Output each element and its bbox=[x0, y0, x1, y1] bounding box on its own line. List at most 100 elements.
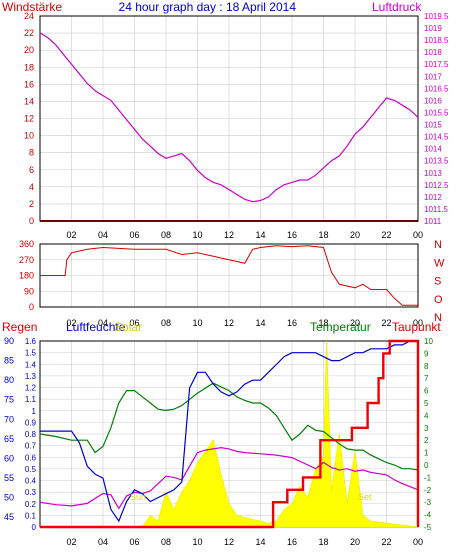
x-tick-label: 12 bbox=[224, 318, 234, 328]
temperature-tick-label: 1 bbox=[424, 449, 429, 458]
x-tick-label: 02 bbox=[66, 537, 76, 547]
x-tick-label: 22 bbox=[381, 537, 391, 547]
pressure-line bbox=[39, 32, 419, 203]
temperature-tick-label: 7 bbox=[424, 374, 429, 383]
humidity-tick-label: 1.6 bbox=[25, 337, 37, 346]
wind-speed-tick-label: 6 bbox=[29, 165, 34, 175]
temperature-tick-label: 6 bbox=[424, 387, 429, 396]
temperature-tick-label: -1 bbox=[424, 473, 432, 482]
compass-tick-label: O bbox=[434, 294, 443, 306]
x-tick-label: 16 bbox=[287, 537, 297, 547]
pressure-tick-label: 1017 bbox=[424, 72, 442, 81]
wind-speed-tick-label: 2 bbox=[29, 199, 34, 209]
x-tick-label: 04 bbox=[98, 230, 108, 240]
taupunkt-label: Taupunkt bbox=[392, 320, 441, 334]
humidity-tick-label: 0.5 bbox=[25, 465, 37, 474]
humidity-tick-label: 0.3 bbox=[25, 488, 37, 497]
humidity-tick-label: 0 bbox=[32, 523, 37, 532]
pressure-tick-label: 1016.5 bbox=[424, 84, 449, 93]
pressure-tick-label: 1018.5 bbox=[424, 36, 449, 45]
pressure-tick-label: 1019 bbox=[424, 24, 442, 33]
regen-tick-label: 65 bbox=[4, 434, 14, 444]
pressure-tick-label: 1011 bbox=[424, 217, 442, 226]
x-tick-label: 12 bbox=[224, 537, 234, 547]
x-tick-label: 12 bbox=[224, 230, 234, 240]
humidity-tick-label: 0.6 bbox=[25, 453, 37, 462]
humidity-line bbox=[40, 340, 418, 523]
temperature-tick-label: -5 bbox=[424, 523, 432, 532]
temperature-tick-label: 2 bbox=[424, 436, 429, 445]
pressure-tick-label: 1014.5 bbox=[424, 133, 449, 142]
pressure-tick-label: 1018 bbox=[424, 48, 442, 57]
x-tick-label: 04 bbox=[98, 537, 108, 547]
humidity-tick-label: 1.4 bbox=[25, 360, 37, 369]
temperature-tick-label: 9 bbox=[424, 349, 429, 358]
sunrise-label: Sun bbox=[130, 492, 146, 502]
x-tick-label: 20 bbox=[350, 537, 360, 547]
pressure-tick-label: 1015 bbox=[424, 121, 442, 130]
regen-tick-label: 60 bbox=[4, 453, 14, 463]
pressure-panel: 2422201816141210864201019.510191018.5101… bbox=[24, 11, 449, 240]
x-tick-label: 22 bbox=[381, 230, 391, 240]
wind-speed-tick-label: 0 bbox=[29, 216, 34, 226]
pressure-tick-label: 1013.5 bbox=[424, 157, 449, 166]
wind-speed-tick-label: 4 bbox=[29, 182, 34, 192]
x-tick-label: 18 bbox=[318, 537, 328, 547]
temperature-tick-label: 3 bbox=[424, 424, 429, 433]
x-tick-label: 10 bbox=[192, 230, 202, 240]
regen-tick-label: 75 bbox=[4, 395, 14, 405]
direction-tick-label: 270 bbox=[19, 255, 34, 265]
x-tick-label: 08 bbox=[161, 318, 171, 328]
regen-tick-label: 55 bbox=[4, 473, 14, 483]
luftdruck-label: Luftdruck bbox=[372, 0, 422, 14]
humidity-tick-label: 0.7 bbox=[25, 442, 37, 451]
temperature-tick-label: 10 bbox=[424, 337, 433, 346]
solar-area bbox=[40, 340, 419, 528]
x-tick-label: 08 bbox=[161, 230, 171, 240]
wind-direction-line bbox=[40, 245, 418, 306]
pressure-tick-label: 1011.5 bbox=[424, 205, 448, 214]
x-tick-label: 06 bbox=[129, 318, 139, 328]
x-tick-label: 06 bbox=[129, 537, 139, 547]
pressure-panel-frame bbox=[39, 15, 419, 222]
humidity-temperature-panel: 908580757065605550451.61.51.41.31.21.110… bbox=[4, 336, 433, 547]
luftfeuchte-label: Luftfeuchte bbox=[66, 320, 126, 334]
x-tick-label: 02 bbox=[66, 318, 76, 328]
x-tick-label: 22 bbox=[381, 318, 391, 328]
pressure-tick-label: 1012.5 bbox=[424, 181, 449, 190]
wind-speed-tick-label: 8 bbox=[29, 148, 34, 158]
pressure-tick-label: 1017.5 bbox=[424, 60, 449, 69]
direction-tick-label: 360 bbox=[19, 239, 34, 249]
x-tick-label: 00 bbox=[413, 537, 423, 547]
regen-tick-label: 85 bbox=[4, 356, 14, 366]
x-tick-label: 00 bbox=[413, 230, 423, 240]
x-tick-label: 00 bbox=[413, 318, 423, 328]
pressure-tick-label: 1012 bbox=[424, 193, 442, 202]
regen-tick-label: 90 bbox=[4, 336, 14, 346]
x-tick-label: 16 bbox=[287, 318, 297, 328]
humidity-tick-label: 1.3 bbox=[25, 372, 37, 381]
wind-speed-tick-label: 22 bbox=[24, 28, 34, 38]
pressure-tick-label: 1013 bbox=[424, 169, 442, 178]
temperature-tick-label: 0 bbox=[424, 461, 429, 470]
wind-speed-tick-label: 18 bbox=[24, 62, 34, 72]
graph-title: 24 hour graph day : 18 April 2014 bbox=[119, 0, 297, 14]
wind-speed-tick-label: 16 bbox=[24, 79, 34, 89]
wind-speed-tick-label: 12 bbox=[24, 114, 34, 124]
regen-label: Regen bbox=[2, 320, 37, 334]
pressure-tick-label: 1016 bbox=[424, 96, 442, 105]
compass-tick-label: W bbox=[434, 257, 445, 269]
compass-tick-label: N bbox=[434, 239, 442, 251]
x-tick-label: 14 bbox=[255, 230, 265, 240]
x-tick-label: 06 bbox=[129, 230, 139, 240]
direction-tick-label: 90 bbox=[24, 286, 34, 296]
x-tick-label: 14 bbox=[255, 318, 265, 328]
x-tick-label: 18 bbox=[318, 318, 328, 328]
humidity-tick-label: 1.1 bbox=[25, 395, 37, 404]
x-tick-label: 10 bbox=[192, 537, 202, 547]
wind-speed-tick-label: 24 bbox=[24, 11, 34, 21]
x-tick-label: 20 bbox=[350, 230, 360, 240]
temperatur-label: Temperatur bbox=[310, 320, 371, 334]
